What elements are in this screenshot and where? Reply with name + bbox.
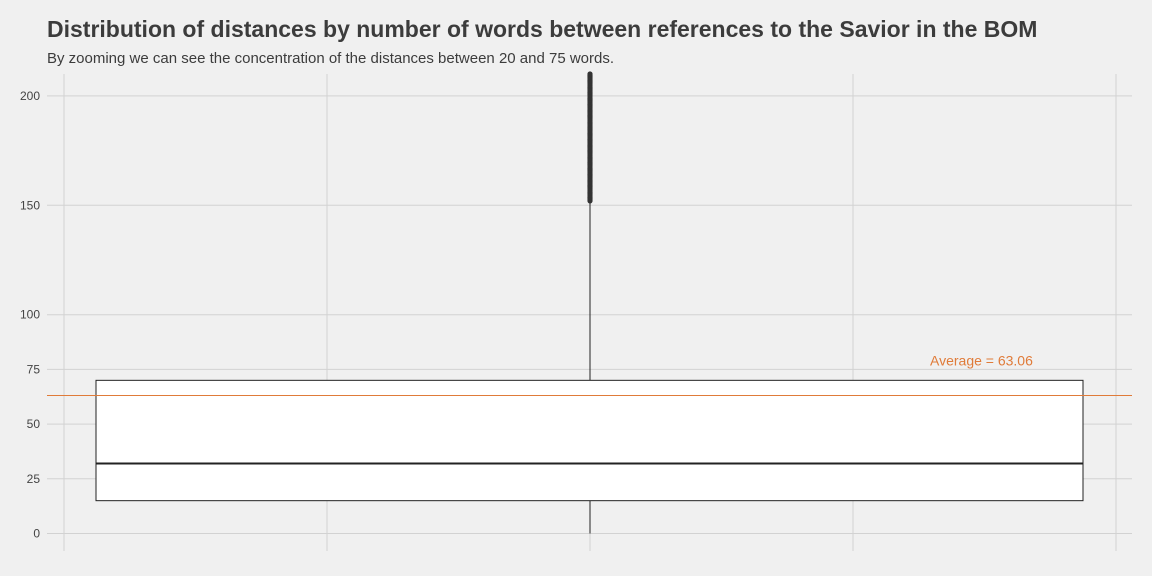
chart-title: Distribution of distances by number of w… [47, 16, 1038, 42]
y-tick-label-50: 50 [27, 417, 41, 431]
y-tick-label-200: 200 [20, 89, 40, 103]
average-label: Average = 63.06 [930, 353, 1033, 369]
outlier-points [587, 71, 593, 204]
box-iqr [95, 379, 1084, 502]
y-tick-label-100: 100 [20, 308, 40, 322]
y-tick-label-75: 75 [27, 362, 41, 376]
y-tick-label-150: 150 [20, 198, 40, 212]
y-tick-label-0: 0 [33, 526, 40, 540]
y-tick-label-25: 25 [27, 472, 41, 486]
outlier-point [587, 71, 593, 77]
chart-subtitle: By zooming we can see the concentration … [47, 50, 615, 67]
